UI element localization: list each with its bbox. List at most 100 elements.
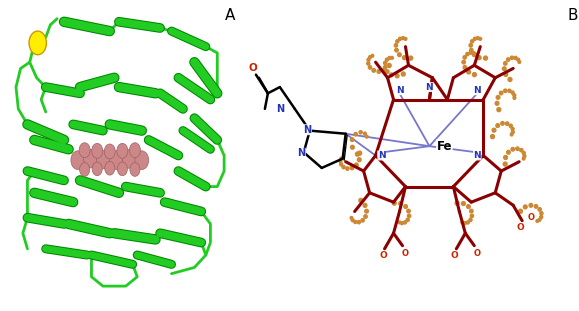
Circle shape xyxy=(522,151,525,155)
Circle shape xyxy=(369,56,372,58)
Circle shape xyxy=(130,143,141,158)
Circle shape xyxy=(354,220,357,224)
Circle shape xyxy=(387,63,391,67)
Circle shape xyxy=(383,68,386,72)
Circle shape xyxy=(354,132,357,136)
Circle shape xyxy=(496,124,500,128)
Circle shape xyxy=(496,95,500,99)
Circle shape xyxy=(364,132,367,135)
Circle shape xyxy=(505,122,509,125)
Circle shape xyxy=(354,163,358,167)
Circle shape xyxy=(404,38,407,40)
Circle shape xyxy=(118,162,127,176)
Circle shape xyxy=(474,53,477,56)
Circle shape xyxy=(79,163,90,176)
Circle shape xyxy=(29,31,46,55)
Circle shape xyxy=(477,37,479,39)
Circle shape xyxy=(402,37,405,39)
Circle shape xyxy=(358,151,362,155)
Circle shape xyxy=(513,94,516,97)
Text: N: N xyxy=(378,151,386,160)
Circle shape xyxy=(504,62,507,65)
Circle shape xyxy=(91,143,102,158)
Circle shape xyxy=(466,53,469,56)
Circle shape xyxy=(122,150,136,168)
Circle shape xyxy=(339,160,342,163)
Circle shape xyxy=(350,216,353,219)
Circle shape xyxy=(367,58,370,61)
Text: N: N xyxy=(395,86,404,95)
Text: N: N xyxy=(474,86,481,95)
Circle shape xyxy=(406,218,409,221)
Circle shape xyxy=(399,202,402,206)
Circle shape xyxy=(398,53,401,57)
Circle shape xyxy=(409,56,413,60)
Circle shape xyxy=(513,96,516,99)
Text: N: N xyxy=(474,151,481,160)
Circle shape xyxy=(398,221,401,224)
Circle shape xyxy=(117,143,128,158)
Circle shape xyxy=(386,58,389,61)
Circle shape xyxy=(538,218,541,221)
Circle shape xyxy=(511,131,514,134)
Circle shape xyxy=(357,220,361,224)
Circle shape xyxy=(483,56,488,60)
Circle shape xyxy=(346,167,349,170)
Circle shape xyxy=(401,222,404,225)
Circle shape xyxy=(368,66,372,69)
Circle shape xyxy=(470,209,473,213)
Circle shape xyxy=(534,205,538,208)
Circle shape xyxy=(386,70,389,73)
Text: N: N xyxy=(303,125,312,135)
Circle shape xyxy=(504,156,507,160)
Circle shape xyxy=(372,69,375,72)
Circle shape xyxy=(467,205,470,208)
Text: Fe: Fe xyxy=(437,140,452,153)
Circle shape xyxy=(365,135,368,138)
Circle shape xyxy=(507,151,510,154)
Circle shape xyxy=(363,203,367,207)
Circle shape xyxy=(516,147,519,151)
Circle shape xyxy=(394,44,398,47)
Circle shape xyxy=(359,198,363,202)
Circle shape xyxy=(511,128,514,131)
Circle shape xyxy=(471,40,474,43)
Circle shape xyxy=(402,56,406,60)
Circle shape xyxy=(395,74,399,78)
Circle shape xyxy=(470,214,474,218)
Circle shape xyxy=(404,221,406,224)
Circle shape xyxy=(104,144,115,159)
Text: O: O xyxy=(517,223,525,231)
Circle shape xyxy=(540,212,543,215)
Circle shape xyxy=(371,54,374,57)
Circle shape xyxy=(467,70,471,74)
Circle shape xyxy=(396,40,399,43)
Circle shape xyxy=(364,215,367,218)
Circle shape xyxy=(357,158,361,162)
Circle shape xyxy=(92,162,102,176)
Circle shape xyxy=(461,202,466,206)
Text: N: N xyxy=(276,104,284,114)
Circle shape xyxy=(472,52,475,54)
Text: A: A xyxy=(225,8,235,23)
Circle shape xyxy=(401,72,405,76)
Circle shape xyxy=(477,56,481,60)
Circle shape xyxy=(507,58,510,61)
Circle shape xyxy=(83,149,97,168)
Circle shape xyxy=(538,208,541,211)
Circle shape xyxy=(367,62,370,65)
Circle shape xyxy=(495,101,499,105)
Text: O: O xyxy=(248,63,257,73)
Circle shape xyxy=(503,67,506,71)
Circle shape xyxy=(470,49,473,52)
Circle shape xyxy=(510,56,514,59)
Circle shape xyxy=(508,89,511,92)
Circle shape xyxy=(388,57,391,59)
Circle shape xyxy=(130,163,140,176)
Circle shape xyxy=(501,122,504,125)
Circle shape xyxy=(463,66,467,69)
Circle shape xyxy=(520,149,523,152)
Circle shape xyxy=(404,205,408,208)
Circle shape xyxy=(518,61,521,63)
Circle shape xyxy=(391,56,393,59)
